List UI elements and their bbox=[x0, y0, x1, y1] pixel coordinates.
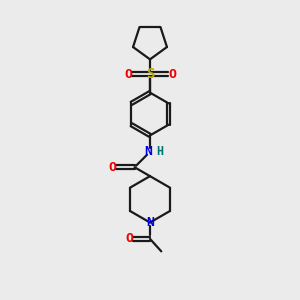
Text: N: N bbox=[145, 145, 152, 158]
Text: N: N bbox=[146, 216, 154, 229]
Text: O: O bbox=[109, 161, 116, 174]
Text: O: O bbox=[125, 232, 133, 245]
Text: O: O bbox=[168, 68, 176, 81]
Text: O: O bbox=[124, 68, 132, 81]
Text: H: H bbox=[156, 145, 163, 158]
Text: S: S bbox=[146, 67, 154, 81]
